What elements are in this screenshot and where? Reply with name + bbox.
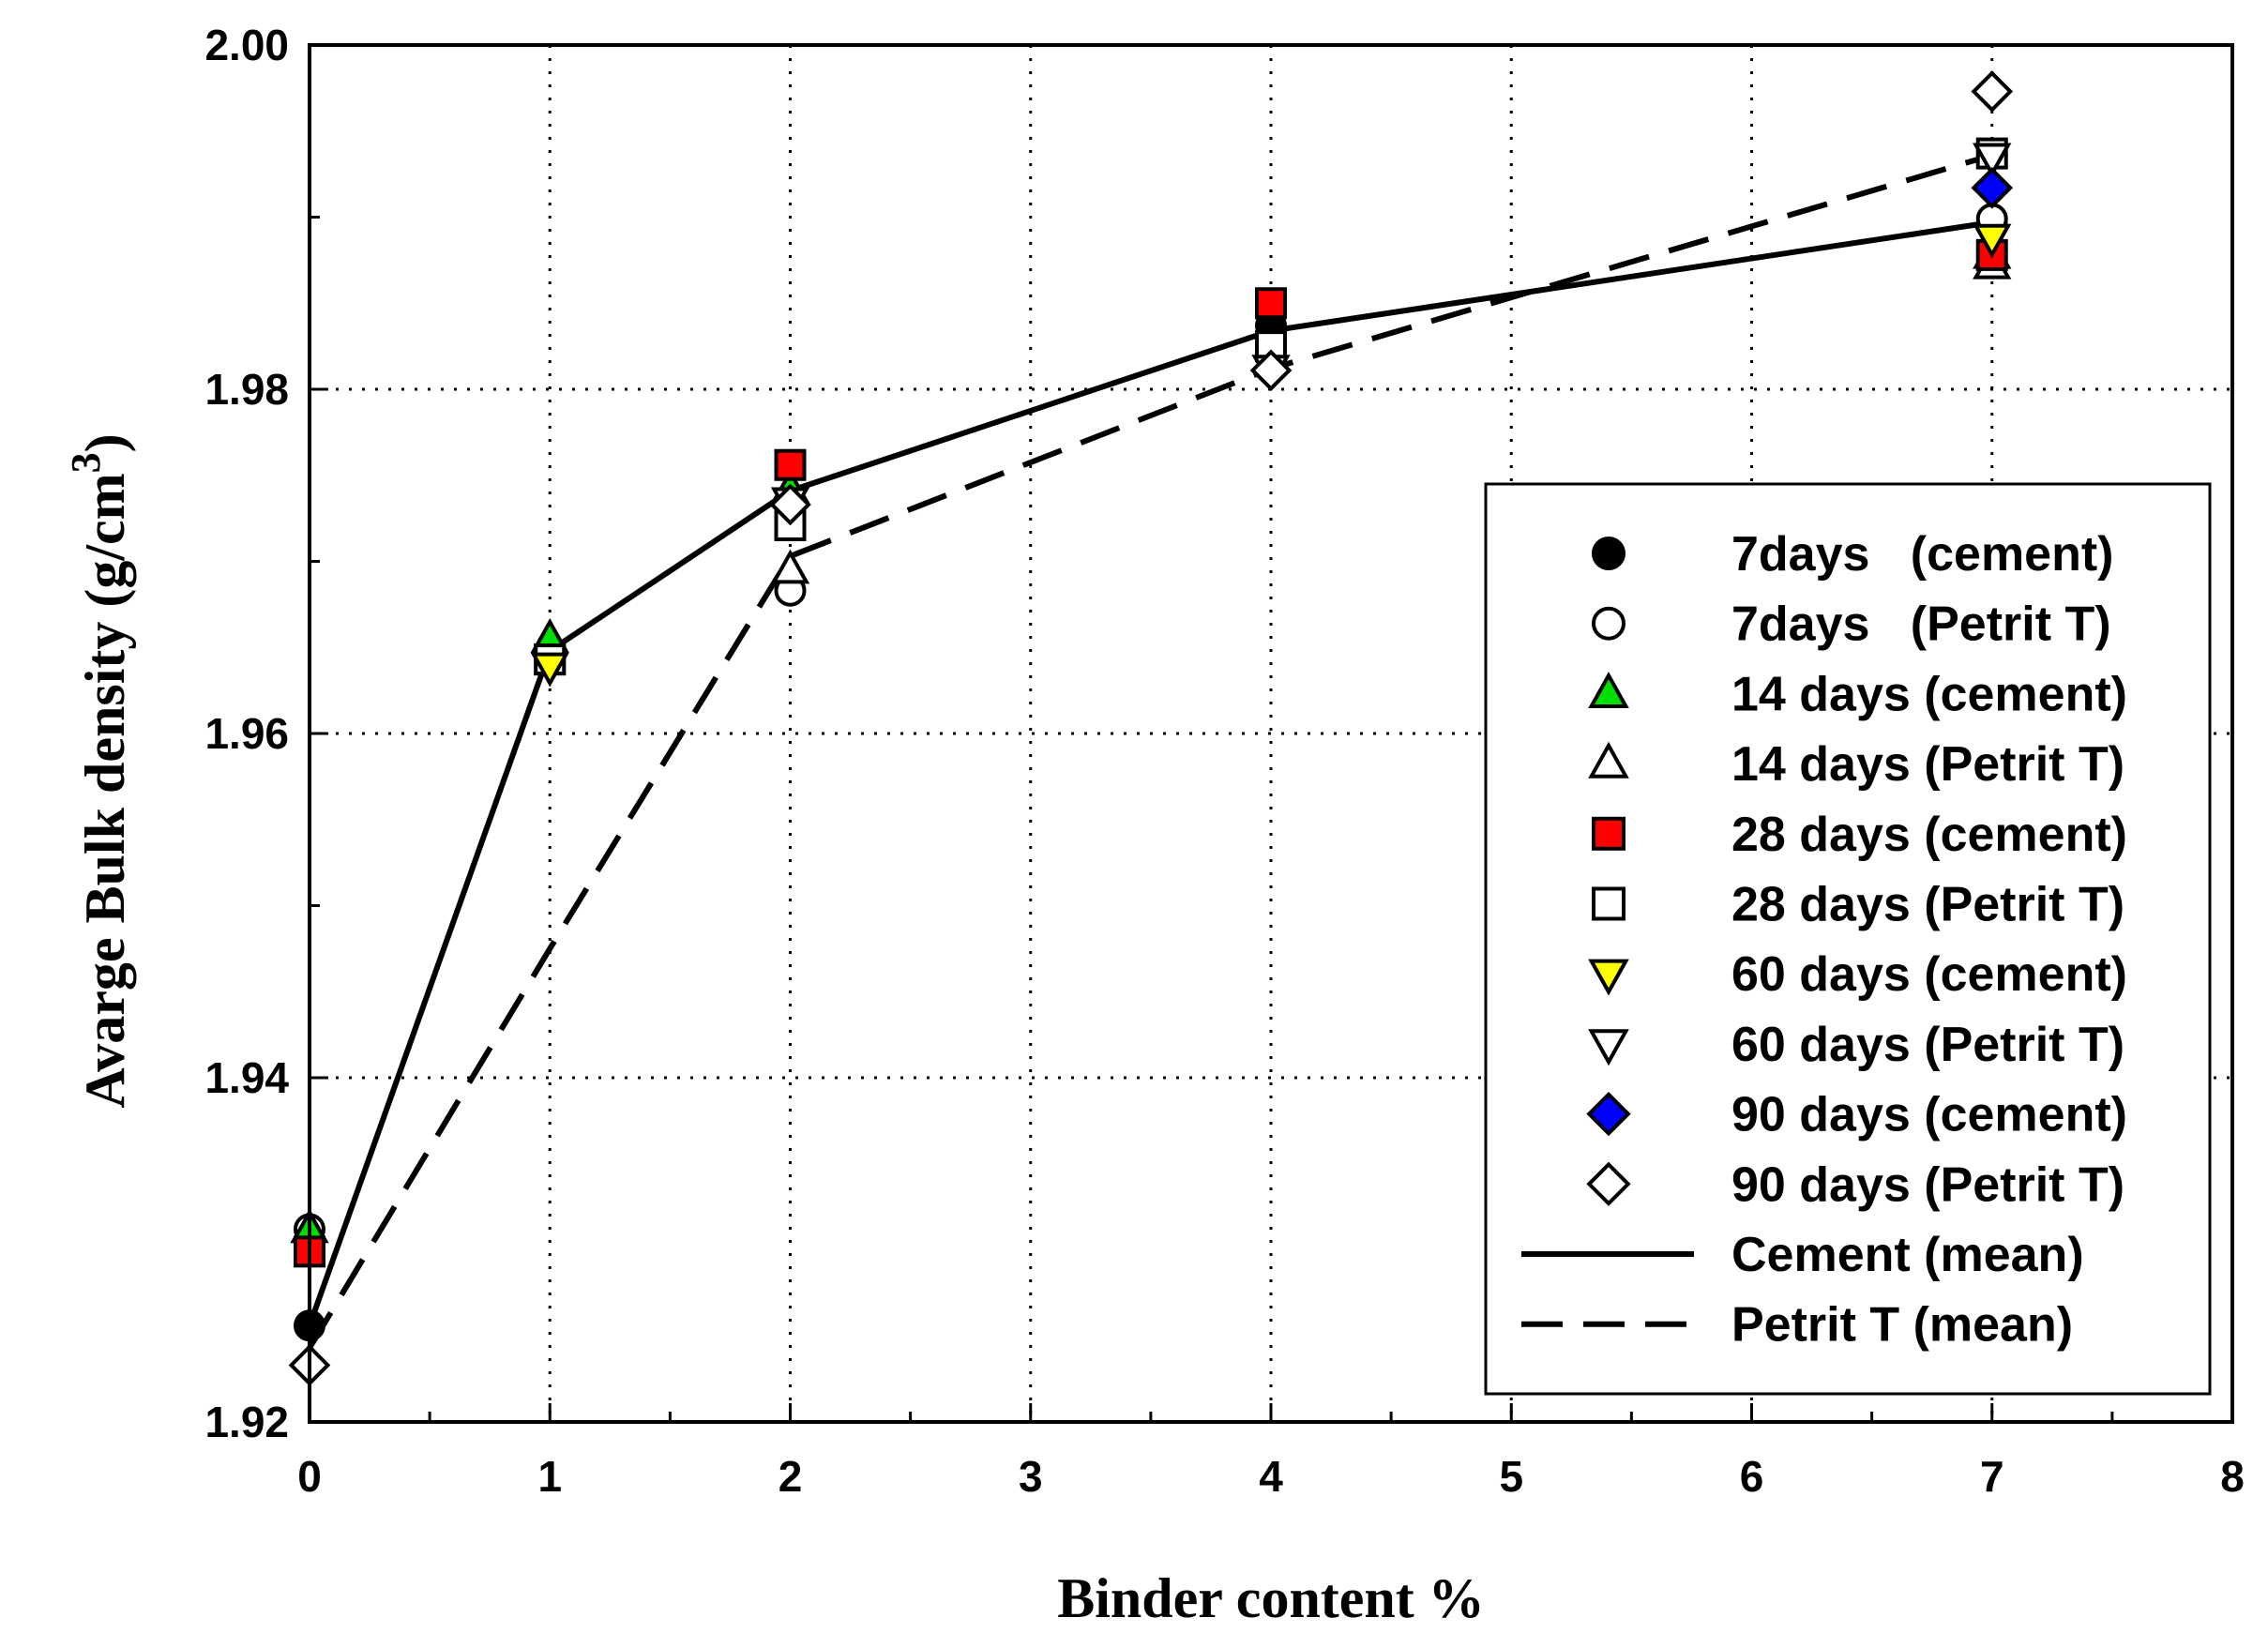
y-axis-title-main: Avarge Bulk density (g/cm: [74, 473, 136, 1108]
x-tick-label: 7: [1980, 1452, 2004, 1501]
x-tick-label: 6: [1740, 1452, 1764, 1501]
legend-marker-triangle-down: [1588, 1029, 1629, 1066]
legend: 7days (cement) 7days (Petrit T) 14 days (c…: [1484, 482, 2212, 1396]
y-tick-label: 1.98: [204, 365, 289, 414]
legend-label: 90 days (cement): [1731, 1088, 2127, 1142]
x-tick-label: 2: [779, 1452, 803, 1501]
y-tick-label: 2.00: [204, 21, 289, 69]
data-point-square: [1255, 287, 1287, 320]
legend-marker-diamond: [1586, 1161, 1631, 1206]
legend-label: 14 days (Petrit T): [1731, 737, 2124, 792]
data-point-square: [774, 448, 807, 481]
x-tick-label: 4: [1259, 1452, 1283, 1501]
legend-label: 60 days (Petrit T): [1731, 1018, 2124, 1072]
y-tick-label: 1.94: [204, 1053, 289, 1102]
data-point-diamond: [1971, 70, 2014, 113]
y-axis-title-superscript: 3: [63, 452, 109, 473]
legend-marker-square: [1592, 886, 1625, 921]
legend-label: 28 days (cement): [1731, 808, 2127, 862]
petrit-mean-line: [307, 152, 1993, 1350]
legend-marker-triangle-up: [1588, 672, 1629, 708]
legend-label: Cement (mean): [1731, 1228, 2084, 1282]
plot-frame: [308, 43, 2234, 1424]
x-tick-label: 8: [2220, 1452, 2245, 1501]
x-tick-label: 1: [537, 1452, 562, 1501]
y-axis-title: Avarge Bulk density (g/cm3): [63, 433, 136, 1108]
y-tick-label: 1.96: [204, 709, 289, 758]
x-tick-label: 3: [1019, 1452, 1043, 1501]
x-axis-title: Binder content %: [1057, 1567, 1485, 1629]
legend-label: 90 days (Petrit T): [1731, 1157, 2124, 1212]
legend-marker-circle: [1592, 606, 1625, 641]
legend-marker-triangle-up: [1588, 741, 1629, 779]
x-tick-label: 5: [1499, 1452, 1523, 1501]
legend-label: Petrit T (mean): [1731, 1298, 2073, 1353]
data-point-triangle-down: [530, 652, 569, 688]
legend-marker-circle: [1592, 537, 1625, 570]
x-tick-label: 0: [297, 1452, 322, 1501]
data-point-triangle-up: [770, 549, 810, 584]
legend-label: 7days (cement): [1731, 527, 2114, 582]
y-axis-title-close: ): [74, 433, 136, 452]
y-tick-label: 1.92: [204, 1398, 289, 1446]
legend-label: 60 days (cement): [1731, 947, 2127, 1002]
data-point-triangle-down: [1973, 223, 2012, 259]
data-point-triangle-down: [1973, 143, 2012, 178]
legend-marker-triangle-down: [1588, 959, 1629, 996]
legend-label: 7days (Petrit T): [1731, 597, 2111, 652]
legend-label: 28 days (Petrit T): [1731, 878, 2124, 932]
data-point-diamond: [1249, 349, 1293, 392]
data-point-diamond: [769, 483, 811, 526]
legend-label: 14 days (cement): [1731, 667, 2127, 721]
tick-labels: 0 1 2 3 4 5 6 7 8 1.92 1.94 1.96 1.98 2.00: [204, 21, 2244, 1501]
data-point-diamond: [1971, 166, 2014, 209]
legend-marker-diamond: [1586, 1091, 1631, 1137]
legend-marker-square: [1592, 816, 1625, 851]
